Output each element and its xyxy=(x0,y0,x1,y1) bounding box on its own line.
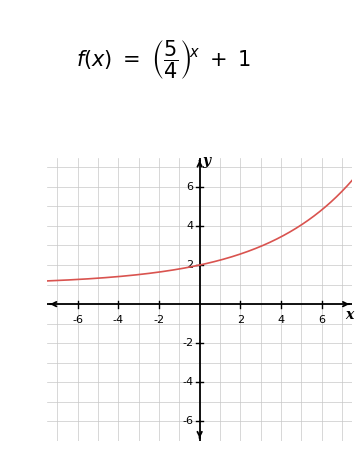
Text: 6: 6 xyxy=(318,315,325,325)
Text: y: y xyxy=(203,154,211,168)
Text: $\mathit{f}(\mathit{x})\ =\ \left(\dfrac{5}{4}\right)^{\!\mathit{x}}\ +\ 1$: $\mathit{f}(\mathit{x})\ =\ \left(\dfrac… xyxy=(76,38,251,81)
Text: -2: -2 xyxy=(154,315,164,325)
Text: -6: -6 xyxy=(183,416,193,427)
Text: 2: 2 xyxy=(187,260,193,270)
Text: -4: -4 xyxy=(113,315,124,325)
Text: 2: 2 xyxy=(237,315,244,325)
Text: -2: -2 xyxy=(183,338,193,348)
Text: 4: 4 xyxy=(187,221,193,231)
Text: 6: 6 xyxy=(187,182,193,192)
Text: -6: -6 xyxy=(72,315,83,325)
Text: 4: 4 xyxy=(277,315,285,325)
Text: x: x xyxy=(345,308,353,322)
Text: -4: -4 xyxy=(183,378,193,387)
